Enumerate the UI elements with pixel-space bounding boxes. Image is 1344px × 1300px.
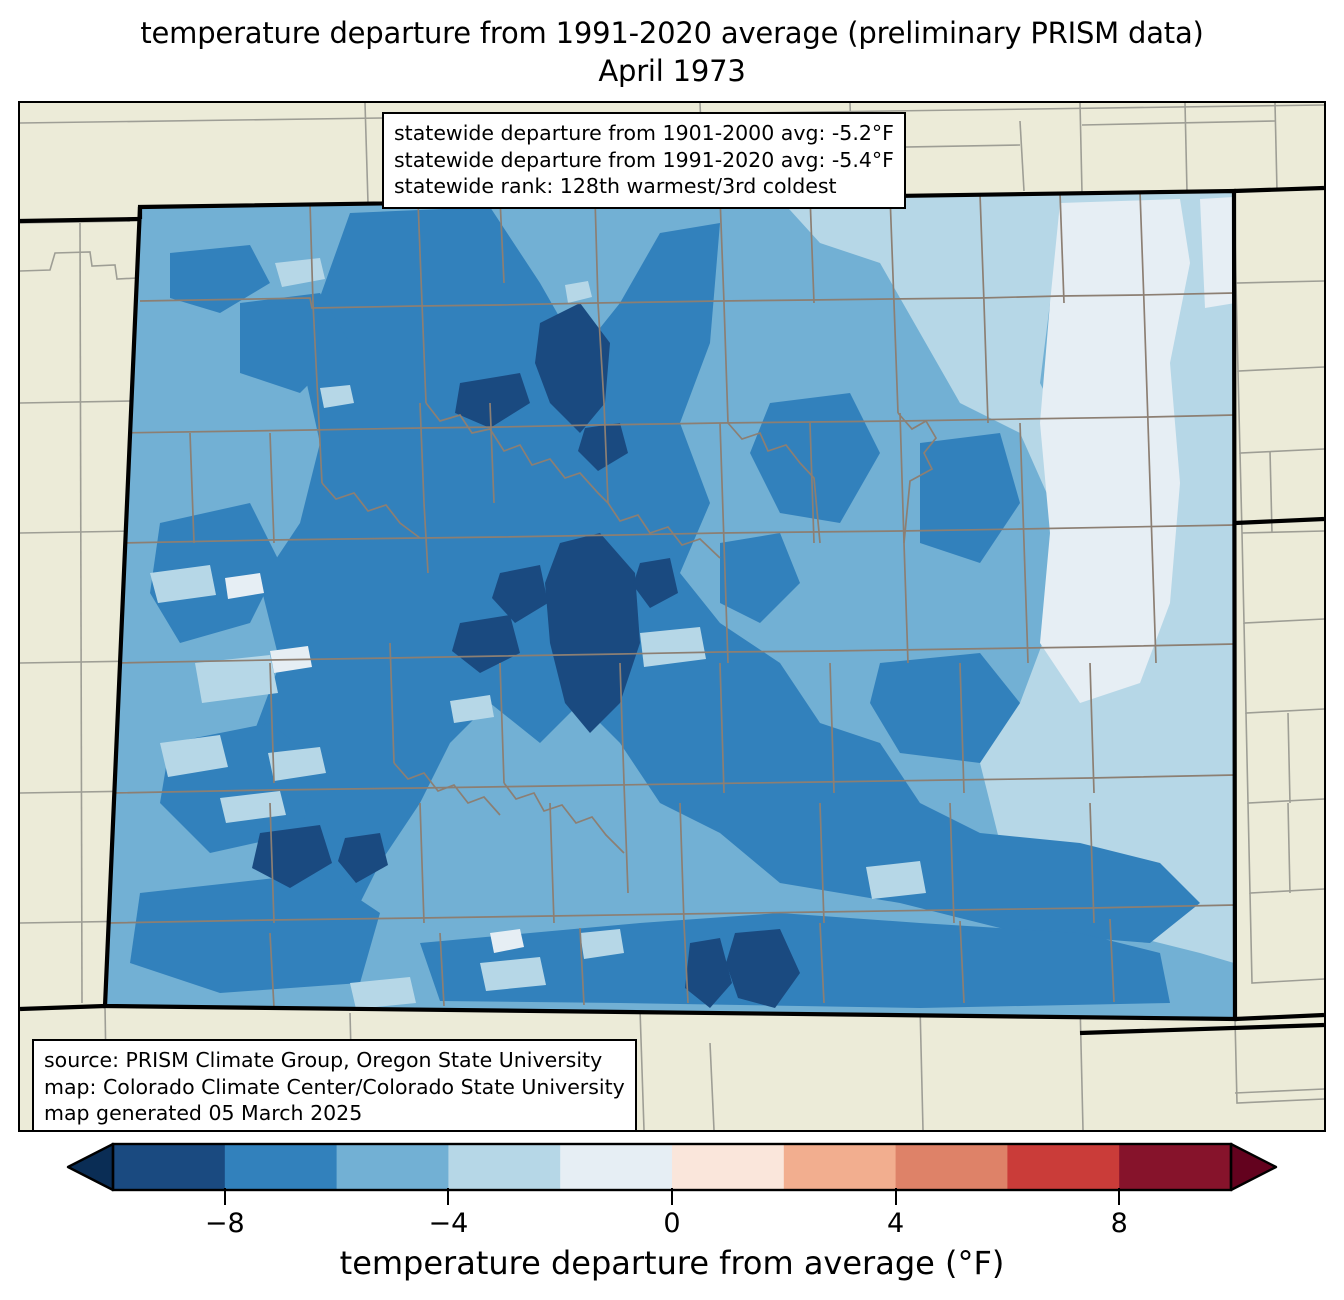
title-line-2: April 1973 [598, 54, 746, 88]
colorbar-band-4 [560, 1144, 673, 1190]
colorbar-tick-label-3: 4 [887, 1208, 905, 1239]
source-credit-box: source: PRISM Climate Group, Oregon Stat… [32, 1039, 637, 1130]
map-panel[interactable]: statewide departure from 1901-2000 avg: … [18, 101, 1326, 1132]
colorbar-tick-label-0: −8 [204, 1208, 245, 1239]
colorbar-tick-label-4: 8 [1110, 1208, 1128, 1239]
neighbor-state-borders [20, 185, 1324, 1036]
colorado-temperature-departure-map[interactable] [20, 103, 1324, 1130]
colorbar-under-arrow [66, 1142, 115, 1192]
colorbar-band-8 [1007, 1144, 1120, 1190]
map-credit-line: map: Colorado Climate Center/Colorado St… [44, 1074, 625, 1099]
colorbar-tick-mark-3 [894, 1188, 897, 1205]
stat-departure-1901-2000: statewide departure from 1901-2000 avg: … [394, 121, 894, 145]
colorado-county-lines [107, 191, 1235, 1009]
colorbar-band-1 [224, 1144, 338, 1190]
colorbar-tick-label-2: 0 [663, 1208, 681, 1239]
colorbar-tick-mark-0 [223, 1188, 226, 1205]
colorbar-swatches[interactable] [0, 1140, 1344, 1212]
colorbar-tick-group: −8 −4 0 4 8 [0, 1188, 1344, 1239]
colorbar-band-group [113, 1144, 1232, 1190]
colorbar-tick-mark-1 [447, 1188, 450, 1205]
colorbar-band-7 [895, 1144, 1008, 1190]
colorbar-tick-label-1: −4 [428, 1208, 469, 1239]
colorbar-axis-label: temperature departure from average (°F) [339, 1244, 1005, 1282]
colorbar-band-5 [672, 1144, 785, 1190]
page-title: temperature departure from 1991-2020 ave… [0, 14, 1344, 90]
colorbar-over-arrow [1229, 1142, 1278, 1192]
colorbar-band-6 [783, 1144, 897, 1190]
statewide-stats-box: statewide departure from 1901-2000 avg: … [382, 112, 906, 209]
colorbar-band-0 [113, 1144, 226, 1190]
colorbar-tick-mark-4 [1118, 1188, 1121, 1205]
departure-contour-fills [105, 191, 1235, 1019]
title-line-1: temperature departure from 1991-2020 ave… [140, 16, 1204, 50]
stat-departure-1991-2020: statewide departure from 1991-2020 avg: … [394, 147, 894, 172]
colorbar-tick-mark-2 [671, 1188, 673, 1205]
source-line: source: PRISM Climate Group, Oregon Stat… [44, 1048, 603, 1072]
colorbar-band-9 [1119, 1144, 1232, 1190]
colorbar-band-2 [336, 1144, 449, 1190]
colorbar[interactable]: −8 −4 0 4 8 [0, 1140, 1344, 1300]
stat-statewide-rank: statewide rank: 128th warmest/3rd coldes… [394, 174, 837, 198]
map-generated-date: map generated 05 March 2025 [44, 1101, 363, 1125]
colorbar-band-3 [448, 1144, 561, 1190]
